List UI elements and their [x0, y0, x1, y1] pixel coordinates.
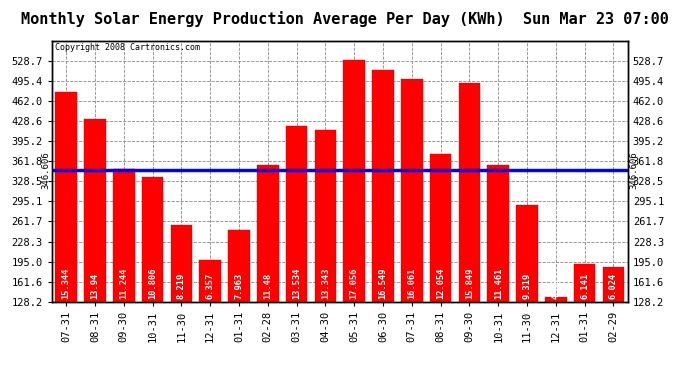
Text: 15.849: 15.849	[465, 268, 474, 300]
Text: 17.056: 17.056	[350, 268, 359, 300]
Text: 6.141: 6.141	[580, 273, 589, 300]
Text: 10.806: 10.806	[148, 268, 157, 300]
Bar	[228, 230, 250, 302]
Bar	[430, 154, 451, 302]
Bar	[487, 165, 509, 302]
Bar	[55, 92, 77, 302]
Bar	[516, 205, 538, 302]
Bar	[286, 126, 308, 302]
Bar	[574, 264, 595, 302]
Bar	[199, 260, 221, 302]
Text: 13.94: 13.94	[90, 273, 99, 300]
Bar	[315, 130, 336, 302]
Text: 15.344: 15.344	[61, 268, 70, 300]
Bar	[170, 225, 193, 302]
Text: 346.606: 346.606	[629, 152, 638, 189]
Text: 16.061: 16.061	[407, 268, 416, 300]
Text: 7.963: 7.963	[235, 273, 244, 300]
Text: 11.244: 11.244	[119, 268, 128, 300]
Text: 11.461: 11.461	[494, 268, 503, 300]
Text: 8.219: 8.219	[177, 273, 186, 300]
Bar	[372, 70, 394, 302]
Text: 6.024: 6.024	[609, 273, 618, 300]
Text: Copyright 2008 Cartronics.com: Copyright 2008 Cartronics.com	[55, 42, 199, 51]
Bar	[344, 60, 365, 302]
Bar	[113, 169, 135, 302]
Text: 9.319: 9.319	[522, 273, 531, 300]
Text: 13.343: 13.343	[321, 268, 330, 300]
Text: 12.054: 12.054	[436, 268, 445, 300]
Bar	[545, 297, 566, 302]
Text: 346.606: 346.606	[41, 152, 50, 189]
Text: 11.48: 11.48	[264, 273, 273, 300]
Bar	[401, 79, 423, 302]
Bar	[84, 118, 106, 302]
Text: Monthly Solar Energy Production Average Per Day (KWh)  Sun Mar 23 07:00: Monthly Solar Energy Production Average …	[21, 11, 669, 27]
Text: 13.534: 13.534	[292, 268, 301, 300]
Bar	[257, 165, 279, 302]
Text: 6.357: 6.357	[206, 273, 215, 300]
Text: 4.389: 4.389	[551, 273, 560, 300]
Bar	[459, 83, 480, 302]
Bar	[141, 177, 164, 302]
Bar	[602, 267, 624, 302]
Text: 16.549: 16.549	[379, 268, 388, 300]
